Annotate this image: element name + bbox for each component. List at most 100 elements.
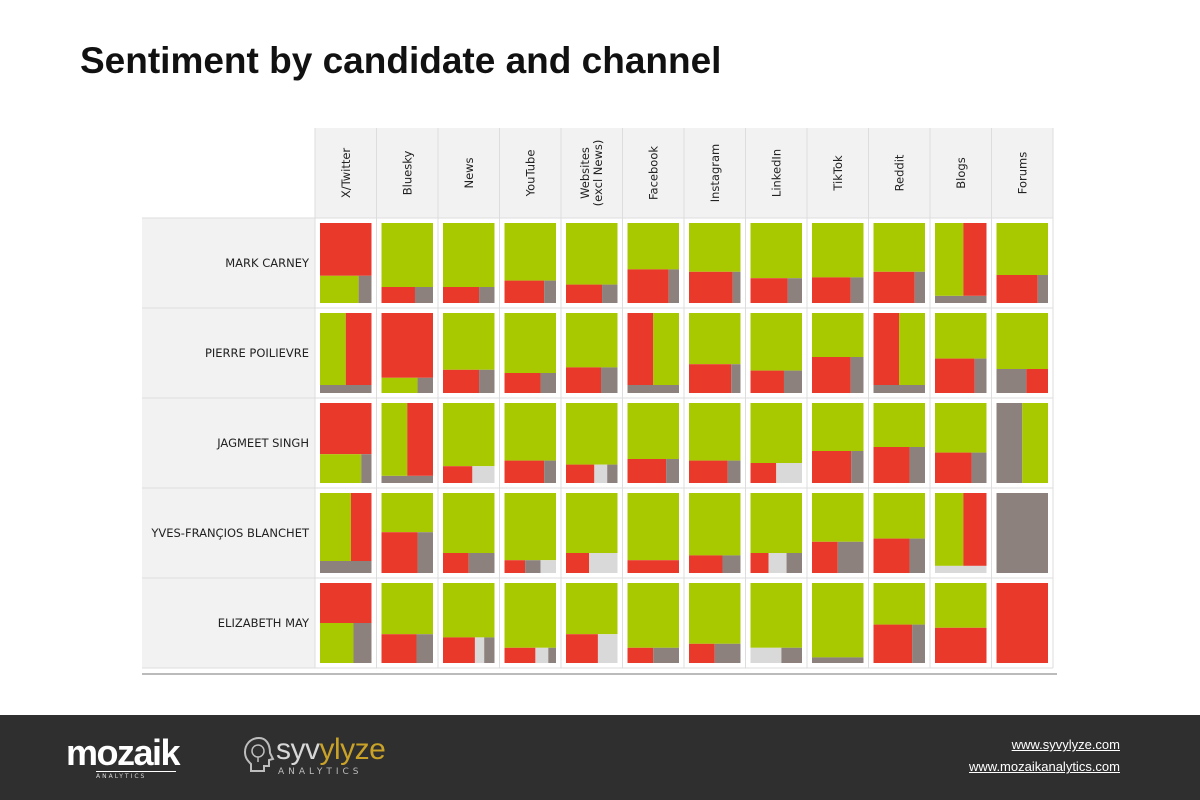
syvylyze-wordmark: syvylyze	[276, 733, 386, 767]
cell-block-neutral	[602, 284, 618, 303]
cell-block-negative	[443, 287, 480, 303]
cell-block-positive	[750, 493, 802, 553]
column-label: Websites	[578, 147, 592, 199]
chart-title: Sentiment by candidate and channel	[80, 40, 722, 81]
cell-block-positive	[443, 493, 495, 553]
mozaik-link[interactable]: www.mozaikanalytics.com	[969, 759, 1120, 774]
cell-block-neutral	[786, 553, 802, 573]
cell-block-negative	[812, 277, 851, 303]
cell-block-positive	[812, 493, 864, 542]
cell-block-positive	[566, 223, 618, 285]
cell-block-positive	[899, 313, 925, 385]
cell-block-neutral	[974, 358, 987, 393]
cell-block-positive	[935, 313, 987, 359]
cell-block-positive	[566, 583, 618, 635]
cell-block-neutral	[414, 287, 433, 303]
cell-block-positive	[873, 493, 925, 539]
cell-block-neutral	[381, 475, 433, 483]
cell-block-neutral	[320, 561, 372, 573]
cell-block-neutral	[837, 541, 864, 573]
cell-block-positive	[504, 403, 556, 461]
cell-block-neutral	[653, 647, 679, 663]
cell-block-neutral	[479, 369, 495, 393]
cell-block-positive	[750, 583, 802, 648]
cell-block-neutral	[416, 634, 433, 663]
cell-block-positive	[320, 493, 351, 561]
cell-block-negative	[504, 460, 545, 483]
cell-block-positive	[935, 493, 964, 566]
column-label: Reddit	[892, 154, 906, 191]
column-label-line2: (excl News)	[591, 140, 605, 207]
cell-block-negative	[812, 357, 851, 393]
column-label: Bluesky	[400, 151, 414, 196]
cell-block-neutral	[1037, 275, 1048, 303]
cell-block-neutral	[548, 647, 556, 663]
column-label: Blogs	[954, 157, 968, 188]
cell-block-negative	[504, 560, 526, 573]
syvylyze-link[interactable]: www.syvylyze.com	[1011, 737, 1120, 752]
cell-block-negative	[566, 284, 603, 303]
column-label: TikTok	[831, 155, 845, 192]
cell-block-negative	[873, 538, 910, 573]
row-header-band	[142, 218, 315, 668]
cell-block-negative	[566, 553, 590, 573]
cell-block-positive	[443, 313, 495, 370]
cell-block-unknown	[540, 560, 556, 573]
cell-block-negative	[873, 271, 915, 303]
cell-block-negative	[345, 313, 372, 385]
cell-block-positive	[996, 313, 1048, 369]
cell-block-unknown	[750, 647, 782, 663]
cell-block-negative	[750, 553, 769, 573]
cell-block-positive	[750, 403, 802, 463]
cell-block-neutral	[781, 647, 802, 663]
cell-block-negative	[627, 560, 679, 573]
cell-block-positive	[320, 454, 362, 483]
cell-block-positive	[504, 493, 556, 561]
cell-block-negative	[750, 278, 788, 303]
row-label: YVES-FRANÇIOS BLANCHET	[150, 526, 310, 540]
syvylyze-word-a: syv	[276, 733, 320, 766]
cell-block-positive	[935, 223, 964, 296]
cell-block-neutral	[525, 560, 541, 573]
cell-block-positive	[627, 403, 679, 459]
cell-block-negative	[812, 451, 852, 483]
cell-block-negative	[381, 634, 417, 663]
cell-block-positive	[873, 583, 925, 625]
cell-block-neutral	[783, 370, 802, 393]
cell-block-unknown	[589, 553, 618, 573]
cell-block-negative	[689, 555, 723, 573]
column-label: Forums	[1015, 152, 1029, 194]
cell-block-positive	[443, 403, 495, 467]
cell-block-negative	[935, 452, 972, 483]
cell-block-positive	[812, 583, 864, 658]
cell-block-neutral	[873, 385, 925, 393]
cell-block-positive	[566, 403, 618, 465]
cell-block-neutral	[479, 287, 495, 303]
cell-block-positive	[381, 403, 408, 476]
cell-block-neutral	[912, 624, 925, 663]
cell-block-neutral	[417, 532, 433, 573]
cell-block-positive	[443, 223, 495, 287]
cell-block-unknown	[935, 565, 987, 573]
cell-block-neutral	[484, 637, 495, 663]
cell-block-negative	[996, 275, 1038, 303]
cell-block-positive	[627, 583, 679, 648]
cell-block-negative	[627, 459, 667, 483]
cell-block-positive	[443, 583, 495, 638]
mozaik-wordmark: mozaik	[66, 732, 181, 773]
cell-block-positive	[689, 403, 741, 461]
cell-block-negative	[750, 370, 784, 393]
cell-block-negative	[443, 553, 469, 573]
cell-block-positive	[812, 223, 864, 278]
column-label: X/Twitter	[339, 148, 353, 199]
cell-block-positive	[320, 275, 359, 303]
cell-block-negative	[504, 280, 545, 303]
cell-block-positive	[750, 223, 802, 279]
cell-block-positive	[935, 583, 987, 628]
cell-block-negative	[407, 403, 433, 476]
cell-block-negative	[996, 583, 1048, 663]
cell-block-positive	[627, 223, 679, 270]
cell-block-neutral	[812, 657, 864, 663]
cell-block-negative	[627, 313, 654, 385]
cell-block-negative	[963, 493, 987, 566]
